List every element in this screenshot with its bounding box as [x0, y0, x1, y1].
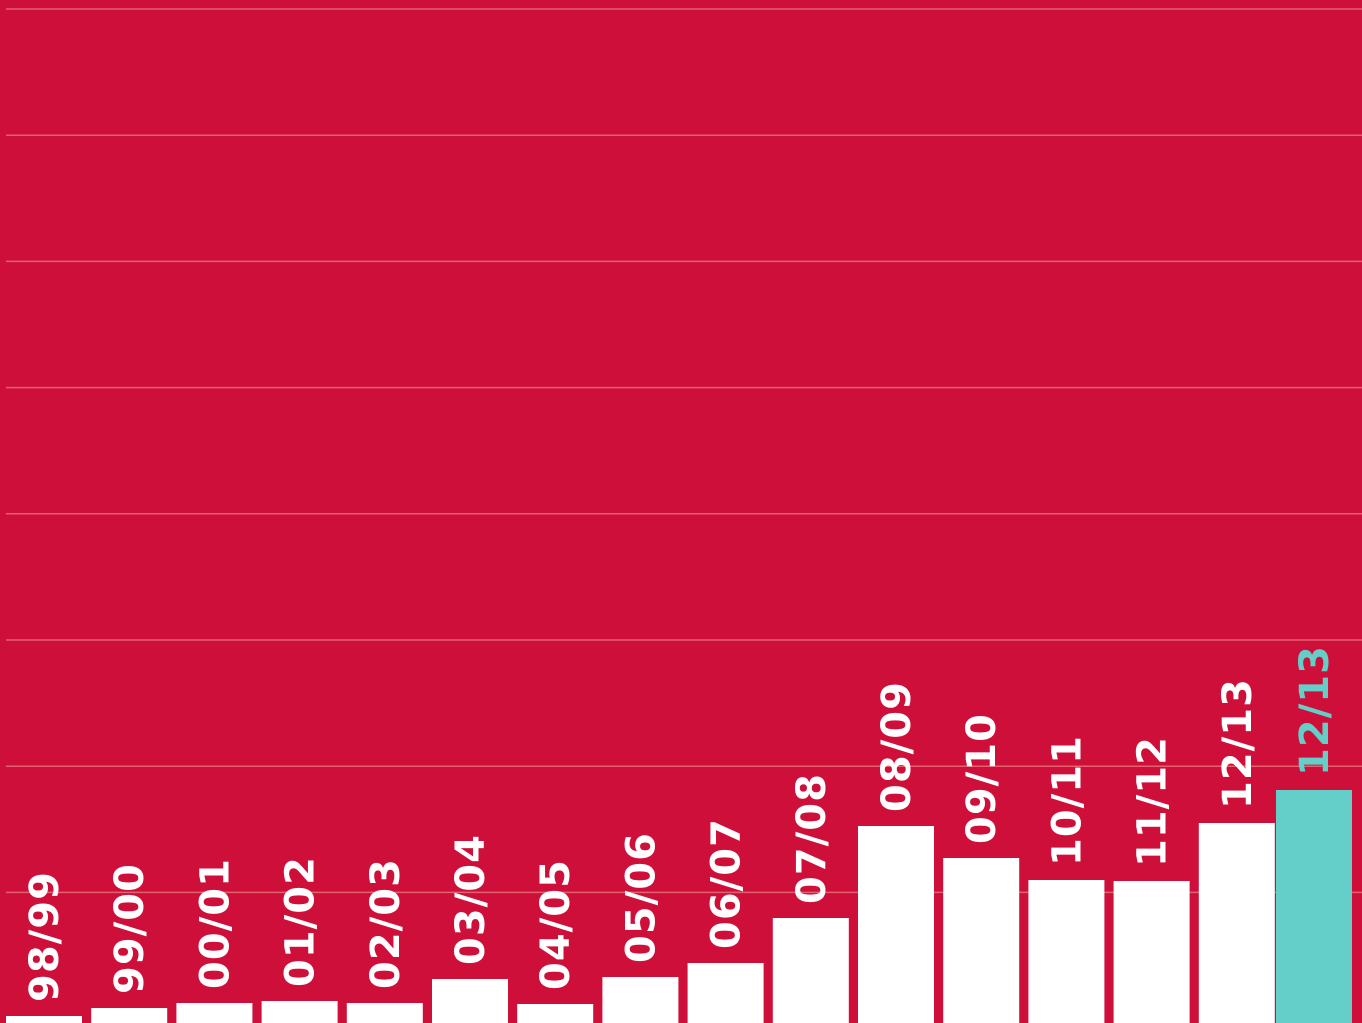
bar: [687, 963, 764, 1023]
bar: [1113, 881, 1190, 1023]
bar-label: 07/08: [789, 773, 835, 904]
bar-label: 05/06: [618, 832, 664, 963]
bar-label: 12/13: [1215, 678, 1261, 809]
bar-label: 09/10: [959, 713, 1005, 844]
bar-labels: 98/99 99/00 00/01 01/02 02/03 03/04 04/05 05/06…: [22, 645, 1338, 1002]
bar: [1028, 880, 1105, 1023]
bar-label: 02/03: [363, 858, 409, 989]
bar-label: 04/05: [533, 859, 579, 990]
bar-label: 08/09: [874, 681, 920, 812]
bar-highlighted: [1276, 790, 1352, 1023]
bar: [1198, 823, 1275, 1023]
bar-label: 11/12: [1130, 736, 1176, 867]
bar-label: 01/02: [278, 856, 324, 987]
bar: [432, 979, 508, 1023]
bar: [772, 918, 849, 1023]
bar: [6, 1016, 82, 1023]
bar-label: 03/04: [448, 834, 494, 965]
bar: [858, 826, 934, 1023]
bar-label: 12/13: [1292, 645, 1338, 776]
bars: [6, 790, 1352, 1023]
bar: [602, 977, 679, 1023]
bar: [943, 858, 1020, 1023]
bar: [91, 1008, 168, 1023]
bar-label: 06/07: [704, 818, 750, 949]
gridlines: [6, 8, 1362, 894]
bar: [517, 1004, 594, 1023]
bar: [176, 1003, 253, 1023]
bar: [346, 1003, 423, 1023]
bar-label: 98/99: [22, 871, 68, 1002]
bar-label: 10/11: [1044, 735, 1090, 866]
bar-label: 00/01: [192, 858, 238, 989]
bar: [261, 1001, 338, 1023]
bar-label: 99/00: [107, 863, 153, 994]
